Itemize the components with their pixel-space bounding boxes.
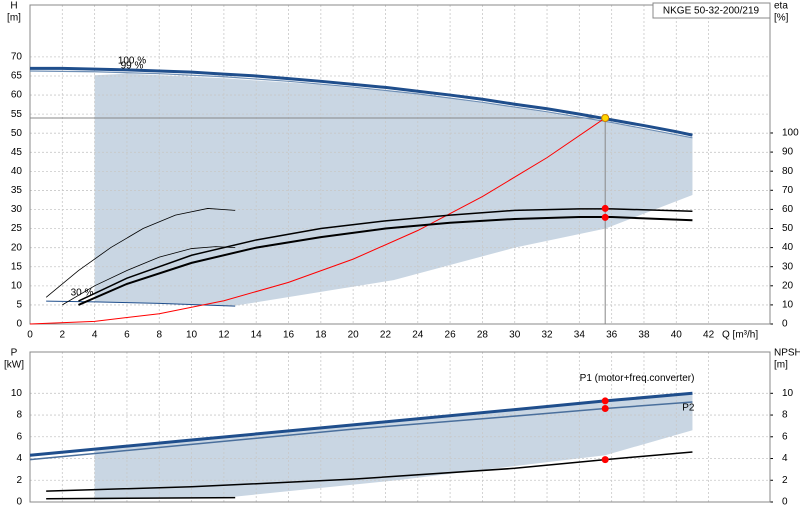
y2-axis-unit: [m] (774, 360, 788, 371)
y2-tick-label: 2 (782, 475, 788, 486)
y-tick-label: 20 (11, 242, 23, 253)
y-tick-label: 0 (16, 497, 22, 508)
y-tick-label: 10 (11, 388, 23, 399)
x-tick-label: 18 (315, 330, 327, 341)
curve (78, 216, 693, 306)
curve (46, 451, 693, 492)
y2-tick-label: 70 (782, 185, 794, 196)
x-tick-label: 2 (60, 330, 66, 341)
x-tick-label: 26 (445, 330, 457, 341)
curve (29, 117, 606, 325)
y-axis-unit: [kW] (4, 360, 24, 371)
x-tick-label: 14 (251, 330, 263, 341)
y2-tick-label: 90 (782, 147, 794, 158)
y2-tick-label: 80 (782, 166, 794, 177)
y-tick-label: 45 (11, 147, 23, 158)
x-tick-label: 22 (380, 330, 392, 341)
speed-label: 100 % (118, 56, 146, 67)
x-tick-label: 4 (92, 330, 98, 341)
y-tick-label: 8 (16, 410, 22, 421)
y-tick-label: 0 (16, 319, 22, 330)
curve (30, 66, 693, 137)
y2-axis-label: NPSH (774, 348, 800, 359)
y-tick-label: 70 (11, 52, 23, 63)
curve (78, 208, 693, 302)
y-tick-label: 50 (11, 128, 23, 139)
curve (46, 496, 236, 500)
y-tick-label: 30 (11, 204, 23, 215)
y2-tick-label: 60 (782, 204, 794, 215)
y2-tick-label: 50 (782, 223, 794, 234)
y-axis-label: P (11, 348, 18, 359)
y-tick-label: 6 (16, 431, 22, 442)
y2-tick-label: 30 (782, 261, 794, 272)
x-tick-label: 42 (703, 330, 715, 341)
operating-region (94, 73, 693, 306)
y-tick-label: 60 (11, 90, 23, 101)
y2-axis-label: eta (774, 1, 788, 12)
y-tick-label: 4 (16, 453, 22, 464)
power-point (601, 397, 609, 405)
x-tick-label: 10 (186, 330, 198, 341)
x-tick-label: 28 (477, 330, 489, 341)
speed-label: 99 % (121, 61, 144, 72)
x-axis-label: Q [m³/h] (722, 330, 758, 341)
x-tick-label: 8 (156, 330, 162, 341)
power-point (601, 405, 609, 413)
y2-tick-label: 0 (782, 497, 788, 508)
curve-label: P1 (motor+freq.converter) (580, 373, 695, 384)
y-tick-label: 2 (16, 475, 22, 486)
x-tick-label: 40 (671, 330, 683, 341)
y-axis-label: H (10, 1, 17, 12)
x-tick-label: 34 (574, 330, 586, 341)
plot-frame (29, 4, 771, 325)
y2-tick-label: 10 (782, 300, 794, 311)
duty-point (601, 113, 610, 122)
x-tick-label: 32 (541, 330, 553, 341)
x-tick-label: 12 (218, 330, 230, 341)
x-tick-label: 38 (638, 330, 650, 341)
title-box (652, 2, 771, 19)
y-tick-label: 35 (11, 185, 23, 196)
y-tick-label: 25 (11, 223, 23, 234)
x-tick-label: 24 (412, 330, 424, 341)
operating-region (94, 394, 693, 500)
curve (45, 208, 236, 298)
chart-title: NKGE 50-32-200/219 (663, 6, 760, 17)
y2-axis-unit: [%] (774, 13, 789, 24)
curve (29, 401, 693, 461)
x-tick-label: 16 (283, 330, 295, 341)
npsh-point (601, 456, 609, 464)
x-tick-label: 30 (509, 330, 521, 341)
y2-tick-label: 10 (782, 388, 794, 399)
y-tick-label: 5 (16, 300, 22, 311)
y-axis-unit: [m] (7, 13, 21, 24)
y2-tick-label: 40 (782, 242, 794, 253)
curve-label: P2 (682, 403, 695, 414)
curve (29, 391, 693, 457)
y2-tick-label: 0 (782, 319, 788, 330)
y-tick-label: 65 (11, 71, 23, 82)
curve (62, 246, 236, 306)
y-tick-label: 15 (11, 261, 23, 272)
x-tick-label: 6 (124, 330, 130, 341)
y-tick-label: 55 (11, 109, 23, 120)
y-tick-label: 40 (11, 166, 23, 177)
y2-tick-label: 4 (782, 453, 788, 464)
y2-tick-label: 6 (782, 431, 788, 442)
eta-point (601, 213, 609, 221)
y2-tick-label: 100 (782, 128, 799, 139)
y-tick-label: 10 (11, 280, 23, 291)
curve (29, 70, 693, 139)
curve (46, 300, 236, 307)
speed-label: 30 % (71, 288, 94, 299)
eta-point (601, 204, 609, 212)
y2-tick-label: 8 (782, 410, 788, 421)
x-tick-label: 0 (27, 330, 33, 341)
y2-tick-label: 20 (782, 280, 794, 291)
x-tick-label: 20 (348, 330, 360, 341)
plot-frame (29, 351, 771, 503)
x-tick-label: 36 (606, 330, 618, 341)
